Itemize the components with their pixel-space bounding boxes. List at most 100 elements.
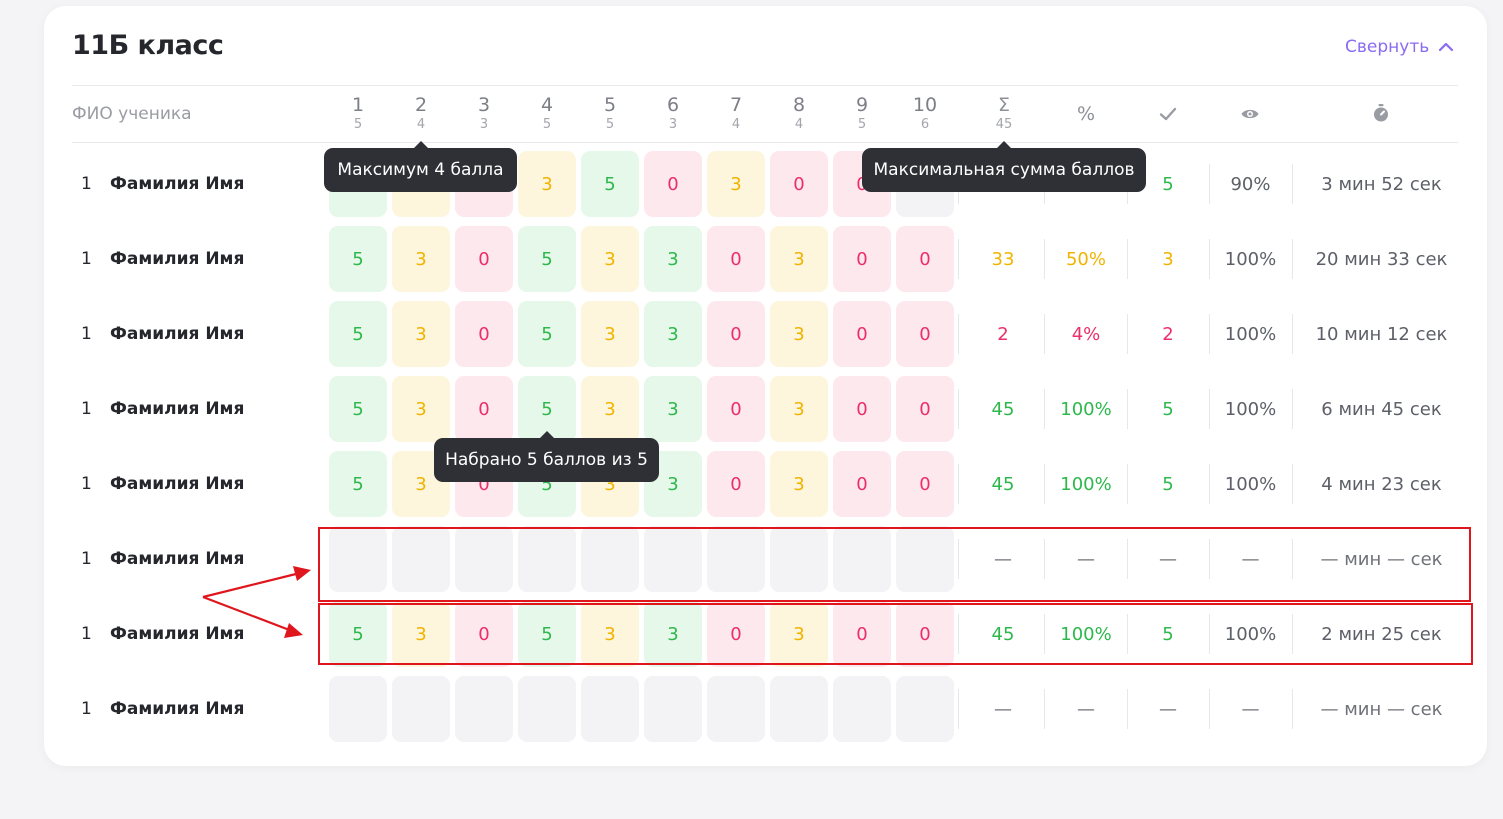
table-row[interactable]: 1 Фамилия Имя — — — — — мин — сек bbox=[0, 526, 1503, 592]
score-cell[interactable]: 3 bbox=[770, 451, 828, 517]
row-number: 1 bbox=[81, 174, 92, 194]
score-cell[interactable] bbox=[455, 526, 513, 592]
row-number: 1 bbox=[81, 249, 92, 269]
score-cell[interactable]: 0 bbox=[455, 376, 513, 442]
chevron-up-icon bbox=[1439, 42, 1454, 52]
score-cell[interactable]: 0 bbox=[770, 151, 828, 217]
score-cell[interactable]: 0 bbox=[455, 301, 513, 367]
score-cell[interactable]: 0 bbox=[896, 601, 954, 667]
score-cell[interactable]: 3 bbox=[770, 376, 828, 442]
score-cell[interactable] bbox=[833, 526, 891, 592]
score-cell[interactable]: 0 bbox=[455, 226, 513, 292]
score-cell[interactable]: 5 bbox=[518, 601, 576, 667]
row-number: 1 bbox=[81, 699, 92, 719]
student-name: Фамилия Имя bbox=[110, 249, 245, 269]
score-cell[interactable]: 3 bbox=[518, 151, 576, 217]
score-cell[interactable]: 3 bbox=[392, 601, 450, 667]
column-separator bbox=[1209, 239, 1210, 279]
score-cell[interactable]: 3 bbox=[581, 301, 639, 367]
score-cell[interactable]: 5 bbox=[518, 376, 576, 442]
score-cell[interactable]: 5 bbox=[329, 601, 387, 667]
score-cell[interactable]: 5 bbox=[329, 301, 387, 367]
score-cell[interactable]: 0 bbox=[833, 226, 891, 292]
score-cell[interactable]: 3 bbox=[581, 226, 639, 292]
score-cell[interactable]: 5 bbox=[581, 151, 639, 217]
score-cell[interactable]: 3 bbox=[581, 601, 639, 667]
score-cell[interactable]: 3 bbox=[392, 301, 450, 367]
score-cell[interactable] bbox=[455, 676, 513, 742]
score-cell[interactable]: 3 bbox=[644, 376, 702, 442]
score-cell[interactable]: 3 bbox=[707, 151, 765, 217]
table-row[interactable]: 1 Фамилия Имя 5 3 0 5 3 3 0 3 0 0 45 100% 5 100% 6 мин 4… bbox=[0, 376, 1503, 442]
collapse-button[interactable]: Свернуть bbox=[1345, 37, 1455, 57]
score-cell[interactable] bbox=[392, 676, 450, 742]
sum-score: 33 bbox=[991, 248, 1015, 270]
score-cell[interactable]: 3 bbox=[644, 601, 702, 667]
score-cell[interactable]: 3 bbox=[770, 226, 828, 292]
class-results-card bbox=[44, 6, 1487, 766]
score-cell[interactable]: 0 bbox=[896, 376, 954, 442]
score-cell[interactable]: 0 bbox=[707, 301, 765, 367]
score-cell[interactable] bbox=[770, 676, 828, 742]
score-cell[interactable]: 0 bbox=[833, 301, 891, 367]
score-cell[interactable] bbox=[518, 526, 576, 592]
score-cell[interactable] bbox=[581, 526, 639, 592]
score-cell[interactable]: 3 bbox=[392, 226, 450, 292]
score-cell[interactable]: 5 bbox=[518, 226, 576, 292]
score-cell[interactable]: 5 bbox=[329, 226, 387, 292]
score-cell[interactable]: 3 bbox=[392, 376, 450, 442]
score-cell[interactable]: 5 bbox=[329, 451, 387, 517]
score-cell[interactable] bbox=[770, 526, 828, 592]
score-cell[interactable]: 0 bbox=[896, 301, 954, 367]
score-cell[interactable]: 0 bbox=[833, 376, 891, 442]
table-row[interactable]: 1 Фамилия Имя 5 3 0 5 3 3 0 3 0 0 45 100% 5 100% 2 мин 2… bbox=[0, 601, 1503, 667]
task-number: 7 bbox=[729, 94, 743, 116]
column-separator bbox=[1292, 464, 1293, 504]
score-cell[interactable]: 3 bbox=[770, 601, 828, 667]
score-cell[interactable] bbox=[707, 526, 765, 592]
score-cell[interactable] bbox=[833, 676, 891, 742]
score-cell[interactable]: 0 bbox=[707, 226, 765, 292]
table-row[interactable]: 1 Фамилия Имя 5 3 0 5 3 3 0 3 0 0 33 50% 3 100% 20 мин 3… bbox=[0, 226, 1503, 292]
score-cell[interactable]: 0 bbox=[707, 376, 765, 442]
column-separator bbox=[1127, 614, 1128, 654]
column-separator bbox=[1044, 689, 1045, 729]
score-cell[interactable] bbox=[644, 676, 702, 742]
header-check bbox=[1158, 104, 1178, 128]
score-cell[interactable]: 3 bbox=[581, 376, 639, 442]
check-count: 5 bbox=[1162, 623, 1174, 645]
score-cell[interactable] bbox=[329, 676, 387, 742]
sum-score: 45 bbox=[991, 398, 1015, 420]
table-row[interactable]: 1 Фамилия Имя 5 3 0 5 3 3 0 3 0 0 45 100% 5 100% 4 мин 2… bbox=[0, 451, 1503, 517]
column-separator bbox=[1127, 464, 1128, 504]
score-cell[interactable]: 0 bbox=[896, 226, 954, 292]
sum-score: 45 bbox=[991, 473, 1015, 495]
score-cell[interactable]: 0 bbox=[833, 451, 891, 517]
score-cell[interactable] bbox=[896, 526, 954, 592]
score-cell[interactable]: 0 bbox=[644, 151, 702, 217]
score-cell[interactable] bbox=[644, 526, 702, 592]
table-row[interactable]: 1 Фамилия Имя 5 3 0 5 3 3 0 3 0 0 2 4% 2 100% 10 мин 12 … bbox=[0, 301, 1503, 367]
score-cell[interactable]: 0 bbox=[833, 601, 891, 667]
score-cell[interactable]: 0 bbox=[455, 601, 513, 667]
score-cell[interactable] bbox=[518, 676, 576, 742]
table-row[interactable]: 1 Фамилия Имя — — — — — мин — сек bbox=[0, 676, 1503, 742]
score-cell[interactable] bbox=[329, 526, 387, 592]
score-cell[interactable]: 3 bbox=[770, 301, 828, 367]
score-cell[interactable] bbox=[392, 526, 450, 592]
views-percent: 100% bbox=[1224, 623, 1277, 645]
score-cell[interactable]: 5 bbox=[329, 376, 387, 442]
score-cell[interactable] bbox=[896, 676, 954, 742]
score-cell[interactable]: 0 bbox=[896, 451, 954, 517]
score-cell[interactable]: 3 bbox=[644, 301, 702, 367]
score-cell[interactable]: 0 bbox=[707, 601, 765, 667]
score-cell[interactable] bbox=[581, 676, 639, 742]
column-separator bbox=[1209, 389, 1210, 429]
score-cell[interactable]: 5 bbox=[518, 301, 576, 367]
score-cell[interactable]: 0 bbox=[707, 451, 765, 517]
score-cell[interactable]: 3 bbox=[644, 226, 702, 292]
score-cell[interactable] bbox=[707, 676, 765, 742]
